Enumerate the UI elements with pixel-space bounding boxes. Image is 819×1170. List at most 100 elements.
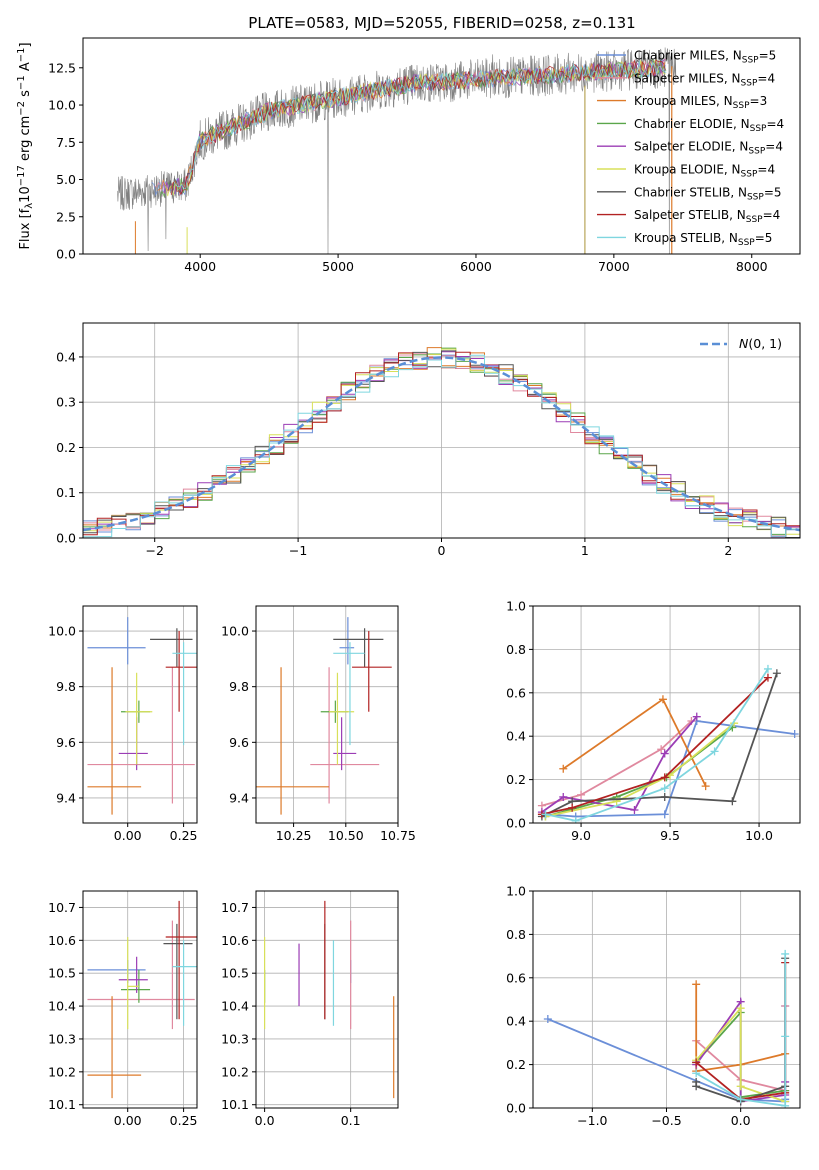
legend-label-normal-part-1: (0, 1) bbox=[748, 336, 782, 351]
legend-label-8-part-2: =5 bbox=[755, 231, 773, 245]
series-marker-6-1 bbox=[692, 1082, 701, 1091]
legend-label-1-part-1: SSP bbox=[741, 78, 758, 88]
series-marker-8-4 bbox=[763, 664, 772, 673]
errorbar-plot-area bbox=[87, 617, 197, 815]
series-marker-4-1 bbox=[559, 792, 568, 801]
series-line-1 bbox=[541, 720, 693, 807]
series-line-7 bbox=[541, 676, 769, 816]
y-axis-label-part-9: −1 bbox=[16, 48, 27, 63]
y-tick-label-3: 10.4 bbox=[221, 999, 249, 1014]
x-tick-label-1: 0.25 bbox=[170, 828, 198, 843]
y-tick-label-6: 10.7 bbox=[221, 900, 249, 915]
series-marker-8-2 bbox=[781, 1101, 790, 1108]
legend-label-4-part-0: Salpeter ELODIE, N bbox=[634, 140, 748, 154]
axes-frame bbox=[82, 605, 198, 824]
y-axis-label-part-3: −17 bbox=[16, 165, 27, 186]
legend-label-6: Chabrier STELIB, NSSP=5 bbox=[634, 185, 782, 202]
x-tick-label-3: 1 bbox=[581, 543, 589, 558]
legend-label-5-part-1: SSP bbox=[741, 170, 758, 180]
legend-label-7-part-2: =4 bbox=[763, 208, 781, 222]
series-marker-6-3 bbox=[728, 797, 737, 806]
y-tick-label-2: 10.3 bbox=[221, 1031, 249, 1046]
series-line-2 bbox=[695, 984, 786, 1073]
y-axis-label-part-5: −2 bbox=[16, 101, 27, 116]
mass-weight-vs-age-panel: 9.0 9.5 10.0 0.0 0.2 0.4 0.6 0.8 1.0 bbox=[506, 599, 801, 843]
legend-label-0-part-2: =5 bbox=[759, 49, 777, 63]
series-marker-1-2 bbox=[657, 745, 666, 754]
x-tick-label-1: 0.1 bbox=[341, 1113, 361, 1128]
series-marker-5-2 bbox=[736, 1082, 745, 1091]
y-tick-label-3: 7.5 bbox=[56, 135, 76, 150]
y-tick-label-1: 9.6 bbox=[56, 735, 76, 750]
y-tick-label-1: 0.1 bbox=[56, 485, 76, 500]
x-tick-label-2: 0.0 bbox=[731, 1113, 751, 1128]
legend-label-5: Kroupa ELODIE, NSSP=4 bbox=[634, 163, 775, 180]
series-marker-8-4 bbox=[781, 949, 790, 958]
series-marker-2-0 bbox=[692, 980, 701, 989]
legend-label-2-part-0: Kroupa MILES, N bbox=[634, 94, 733, 108]
y-tick-label-2: 0.4 bbox=[506, 1014, 526, 1029]
legend-label-7: Salpeter STELIB, NSSP=4 bbox=[634, 208, 780, 225]
legend-label-4-part-1: SSP bbox=[748, 147, 765, 157]
x-tick-label-0: 0.0 bbox=[255, 1113, 275, 1128]
series-marker-7-3 bbox=[763, 673, 772, 682]
x-tick-label-4: 8000 bbox=[736, 259, 768, 274]
y-tick-label-3: 10.0 bbox=[221, 624, 249, 639]
mass-vs-metallicity-panel: 0.00 0.25 10.1 10.2 10.3 10.4 10.5 10.6 10.7 bbox=[48, 890, 198, 1128]
x-tick-label-1: −1 bbox=[289, 543, 307, 558]
observed-spectrum bbox=[117, 47, 677, 254]
series-marker-4-2 bbox=[630, 805, 639, 814]
line-plot-area bbox=[543, 949, 790, 1108]
mass-vs-extinction-panel: 0.0 0.1 10.1 10.2 10.3 10.4 10.5 10.6 10.7 bbox=[221, 890, 399, 1128]
y-tick-label-4: 0.8 bbox=[506, 642, 526, 657]
y-tick-label-5: 1.0 bbox=[506, 599, 526, 614]
y-tick-label-4: 10.5 bbox=[48, 966, 76, 981]
y-axis-label-part-7: −1 bbox=[16, 75, 27, 90]
y-tick-label-4: 0.4 bbox=[56, 349, 76, 364]
series-marker-4-3 bbox=[660, 749, 669, 758]
residual-histogram-panel: −2 −1 0 1 2 0.0 0.1 0.2 0.3 0.4 N(0, 1) bbox=[56, 322, 801, 558]
y-tick-label-5: 1.0 bbox=[506, 884, 526, 899]
series-marker-8-0 bbox=[541, 810, 550, 819]
series-marker-1-1 bbox=[577, 790, 586, 799]
series-marker-2-1 bbox=[658, 695, 667, 704]
legend-label-4-part-2: =4 bbox=[765, 140, 783, 154]
x-tick-label-2: 10.75 bbox=[380, 828, 416, 843]
y-tick-label-0: 0.0 bbox=[56, 531, 76, 546]
y-tick-label-6: 10.7 bbox=[48, 900, 76, 915]
y-axis-label-part-4: erg cm bbox=[18, 116, 33, 165]
series-marker-7-2 bbox=[660, 773, 669, 782]
legend-label-normal: N(0, 1) bbox=[739, 336, 782, 351]
series-marker-8-3 bbox=[710, 747, 719, 756]
axes-frame bbox=[82, 890, 198, 1109]
x-tick-label-1: −0.5 bbox=[651, 1113, 681, 1128]
y-axis-label-part-2: 10 bbox=[18, 186, 33, 203]
legend-label-1-part-0: Salpeter MILES, N bbox=[634, 71, 741, 85]
series-marker-8-3 bbox=[781, 1032, 790, 1041]
series-marker-8-1 bbox=[736, 1095, 745, 1104]
y-tick-label-2: 0.2 bbox=[56, 440, 76, 455]
legend-label-4: Salpeter ELODIE, NSSP=4 bbox=[634, 140, 783, 157]
legend-label-1-part-2: =4 bbox=[757, 71, 775, 85]
y-axis-label-part-0: Flux [f bbox=[18, 208, 33, 249]
series-marker-2-0 bbox=[559, 764, 568, 773]
y-tick-label-3: 10.0 bbox=[48, 624, 76, 639]
y-tick-label-1: 10.2 bbox=[48, 1064, 76, 1079]
y-tick-label-4: 0.8 bbox=[506, 927, 526, 942]
x-tick-label-3: 7000 bbox=[598, 259, 630, 274]
y-axis-label-part-6: s bbox=[18, 90, 33, 101]
y-tick-label-2: 5.0 bbox=[56, 172, 76, 187]
x-tick-label-4: 2 bbox=[724, 543, 732, 558]
axes-frame bbox=[82, 37, 801, 255]
y-tick-label-2: 10.3 bbox=[48, 1031, 76, 1046]
y-tick-label-2: 9.8 bbox=[229, 679, 249, 694]
legend-label-2-part-2: =3 bbox=[750, 94, 768, 108]
y-axis-label: Flux [fλ10−17 erg cm−2 s−1 A−1] bbox=[16, 42, 35, 249]
y-tick-label-4: 10.5 bbox=[221, 966, 249, 981]
x-tick-label-0: 0.00 bbox=[114, 1113, 142, 1128]
series-marker-5-1 bbox=[736, 1004, 745, 1013]
figure-title: PLATE=0583, MJD=52055, FIBERID=0258, z=0… bbox=[248, 14, 635, 32]
legend-label-8-part-1: SSP bbox=[738, 238, 755, 248]
series-marker-0-2 bbox=[660, 810, 669, 819]
